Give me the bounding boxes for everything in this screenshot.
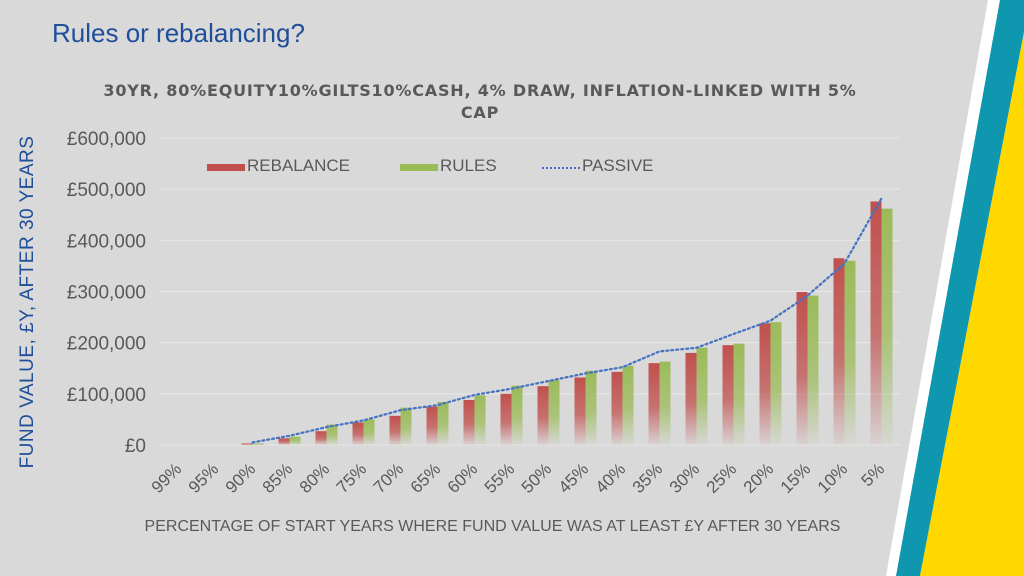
x-tick-label: 95% xyxy=(185,459,222,496)
x-tick-label: 45% xyxy=(555,459,592,496)
x-tick-label: 90% xyxy=(222,459,259,496)
bar-rebalance xyxy=(796,292,808,445)
bar-rules xyxy=(659,361,671,445)
bar-rules xyxy=(326,424,338,445)
bar-rebalance xyxy=(315,431,327,445)
y-tick-label: £600,000 xyxy=(67,129,146,150)
bar-rebalance xyxy=(537,386,549,445)
bar-rebalance xyxy=(278,438,290,445)
bar-rebalance xyxy=(722,345,734,445)
legend-label-passive: PASSIVE xyxy=(582,156,654,175)
x-tick-label: 50% xyxy=(518,459,555,496)
x-tick-label: 30% xyxy=(666,459,703,496)
bar-rules xyxy=(548,380,560,445)
slide-title: Rules or rebalancing? xyxy=(52,18,305,48)
x-tick-label: 75% xyxy=(333,459,370,496)
y-tick-label: £0 xyxy=(125,436,146,457)
legend-swatch-passive xyxy=(542,167,580,169)
x-tick-label: 55% xyxy=(481,459,518,496)
line-passive xyxy=(251,197,883,444)
bar-rebalance xyxy=(426,406,438,445)
y-tick-label: £400,000 xyxy=(67,231,146,252)
bar-rules xyxy=(437,402,449,445)
x-tick-label: 10% xyxy=(814,459,851,496)
y-tick-label: £200,000 xyxy=(67,334,146,355)
bar-rebalance xyxy=(574,377,586,445)
x-tick-label: 35% xyxy=(629,459,666,496)
bar-rules xyxy=(807,295,819,445)
x-tick-label: 70% xyxy=(370,459,407,496)
bar-rules xyxy=(622,365,634,445)
bar-rebalance xyxy=(241,443,253,445)
bar-rebalance xyxy=(500,393,512,445)
bar-rebalance xyxy=(611,371,623,445)
bar-rules xyxy=(289,436,301,445)
legend-label-rebalance: REBALANCE xyxy=(247,156,350,175)
x-tick-label: 99% xyxy=(148,459,185,496)
x-tick-label: 65% xyxy=(407,459,444,496)
x-tick-label: 15% xyxy=(777,459,814,496)
bar-rules xyxy=(474,395,486,445)
bar-rules xyxy=(363,419,375,445)
x-tick-label: 20% xyxy=(740,459,777,496)
bar-rules xyxy=(881,208,893,445)
bar-rules xyxy=(400,407,412,445)
bar-rules xyxy=(844,260,856,445)
bar-rules xyxy=(696,347,708,445)
x-tick-label: 25% xyxy=(703,459,740,496)
x-tick-label: 5% xyxy=(858,459,889,490)
bar-rebalance xyxy=(648,363,660,445)
x-axis-title: PERCENTAGE OF START YEARS WHERE FUND VAL… xyxy=(144,518,841,535)
y-tick-label: £500,000 xyxy=(67,180,146,201)
bar-rules xyxy=(770,322,782,445)
legend-swatch-rebalance xyxy=(207,164,245,171)
bar-rebalance xyxy=(685,352,697,445)
bar-rules xyxy=(585,370,597,445)
bar-rebalance xyxy=(389,415,401,445)
bar-rebalance xyxy=(759,323,771,445)
chart-title: 30YR, 80%EQUITY10%GILTS10%CASH, 4% DRAW,… xyxy=(103,81,857,122)
bar-rebalance xyxy=(833,258,845,445)
legend-label-rules: RULES xyxy=(440,156,497,175)
bar-rebalance xyxy=(463,399,475,445)
x-tick-label: 60% xyxy=(444,459,481,496)
bar-rules xyxy=(252,443,264,445)
legend-swatch-rules xyxy=(400,164,438,171)
y-tick-label: £100,000 xyxy=(67,385,146,406)
x-tick-label: 80% xyxy=(296,459,333,496)
y-tick-label: £300,000 xyxy=(67,283,146,304)
bar-rebalance xyxy=(870,201,882,445)
x-tick-label: 40% xyxy=(592,459,629,496)
bar-rules xyxy=(511,385,523,445)
bar-rebalance xyxy=(352,422,364,445)
x-tick-label: 85% xyxy=(259,459,296,496)
bar-rules xyxy=(733,343,745,445)
